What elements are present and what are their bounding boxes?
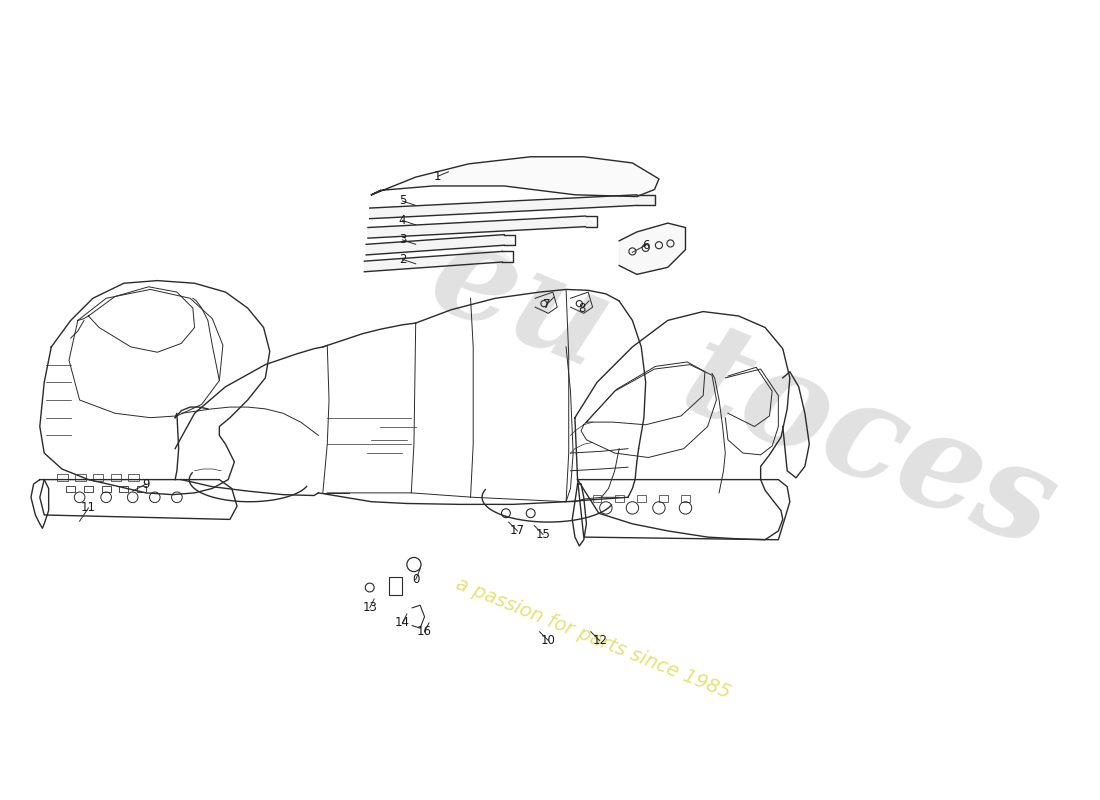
Text: 17: 17 — [510, 525, 525, 538]
Text: 3: 3 — [399, 234, 406, 246]
Text: 2: 2 — [398, 253, 406, 266]
Bar — [84, 486, 92, 492]
Bar — [57, 474, 68, 482]
Polygon shape — [370, 194, 654, 218]
Polygon shape — [366, 234, 515, 255]
Text: a passion for parts since 1985: a passion for parts since 1985 — [452, 575, 733, 702]
Bar — [593, 494, 602, 502]
Text: 4: 4 — [398, 214, 406, 227]
Text: 10: 10 — [541, 634, 556, 647]
Bar — [615, 494, 624, 502]
Text: 0: 0 — [412, 573, 419, 586]
Bar — [111, 474, 121, 482]
Bar — [138, 486, 146, 492]
Text: 1: 1 — [434, 170, 441, 182]
Text: 12: 12 — [592, 634, 607, 647]
Bar — [129, 474, 139, 482]
Text: 5: 5 — [399, 194, 406, 207]
Bar — [66, 486, 75, 492]
Text: 8: 8 — [579, 302, 585, 314]
Polygon shape — [367, 216, 597, 238]
Polygon shape — [364, 251, 513, 272]
Text: 13: 13 — [362, 602, 377, 614]
Text: 15: 15 — [536, 528, 550, 541]
Bar — [681, 494, 690, 502]
Bar — [120, 486, 129, 492]
Bar — [75, 474, 86, 482]
Polygon shape — [619, 223, 685, 274]
Bar — [101, 486, 111, 492]
Text: eu  toces: eu toces — [412, 208, 1072, 574]
Bar — [389, 577, 403, 594]
Bar — [637, 494, 646, 502]
Text: 7: 7 — [543, 298, 550, 311]
Text: 11: 11 — [81, 502, 96, 514]
Polygon shape — [372, 157, 659, 197]
Text: 6: 6 — [642, 238, 649, 252]
Bar — [92, 474, 103, 482]
Text: 14: 14 — [395, 616, 410, 630]
Text: 16: 16 — [417, 626, 432, 638]
Bar — [659, 494, 668, 502]
Text: 9: 9 — [142, 478, 150, 490]
